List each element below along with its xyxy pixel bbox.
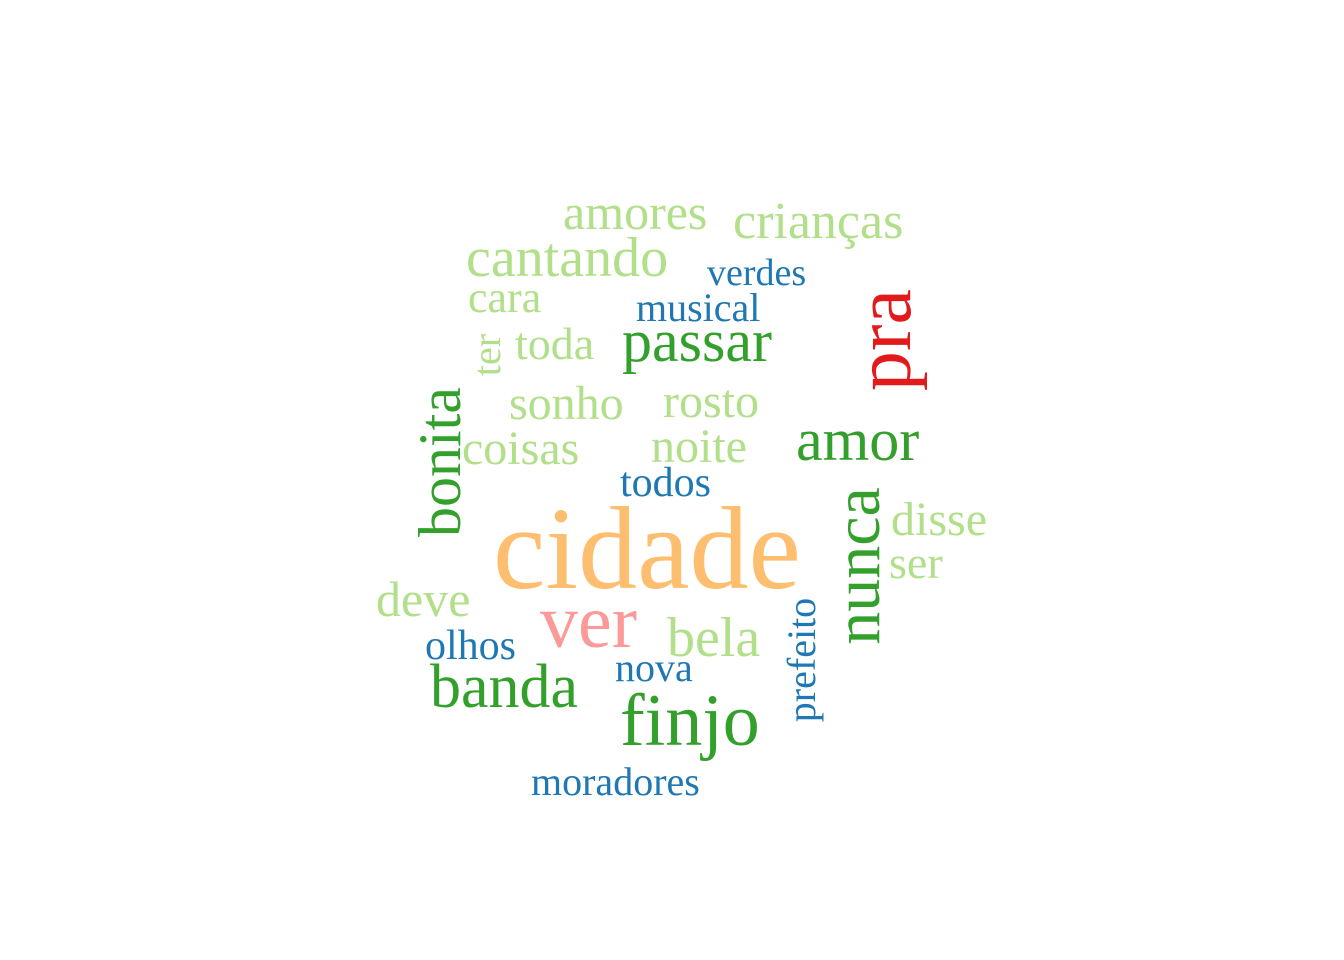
- word-passar: passar: [622, 308, 772, 374]
- word-cantando: cantando: [466, 227, 669, 289]
- word-ser: ser: [889, 537, 943, 588]
- word-olhos: olhos: [425, 623, 517, 669]
- word-ver: ver: [540, 580, 638, 664]
- word-nunca: nunca: [821, 487, 894, 645]
- word-disse: disse: [891, 493, 987, 546]
- word-moradores: moradores: [531, 759, 700, 804]
- word-cidade: cidade: [493, 483, 801, 614]
- word-coisas: coisas: [462, 422, 580, 475]
- word-sonho: sonho: [509, 377, 624, 430]
- word-noite: noite: [651, 420, 747, 473]
- word-amores: amores: [563, 184, 708, 240]
- word-prefeito: prefeito: [779, 597, 824, 723]
- word-nova: nova: [615, 645, 693, 690]
- word-todos: todos: [620, 460, 712, 506]
- word-cara: cara: [468, 273, 542, 322]
- word-ter: ter: [464, 333, 509, 377]
- word-criancas: crianças: [733, 193, 904, 250]
- word-rosto: rosto: [663, 375, 759, 428]
- word-amor: amor: [796, 407, 920, 473]
- word-finjo: finjo: [620, 680, 760, 762]
- word-pra: pra: [840, 288, 928, 392]
- word-toda: toda: [515, 318, 595, 369]
- word-bela: bela: [667, 607, 761, 669]
- word-musical: musical: [636, 285, 761, 330]
- word-verdes: verdes: [707, 252, 807, 294]
- word-bonita: bonita: [407, 387, 473, 537]
- word-banda: banda: [430, 653, 579, 721]
- word-deve: deve: [376, 571, 471, 627]
